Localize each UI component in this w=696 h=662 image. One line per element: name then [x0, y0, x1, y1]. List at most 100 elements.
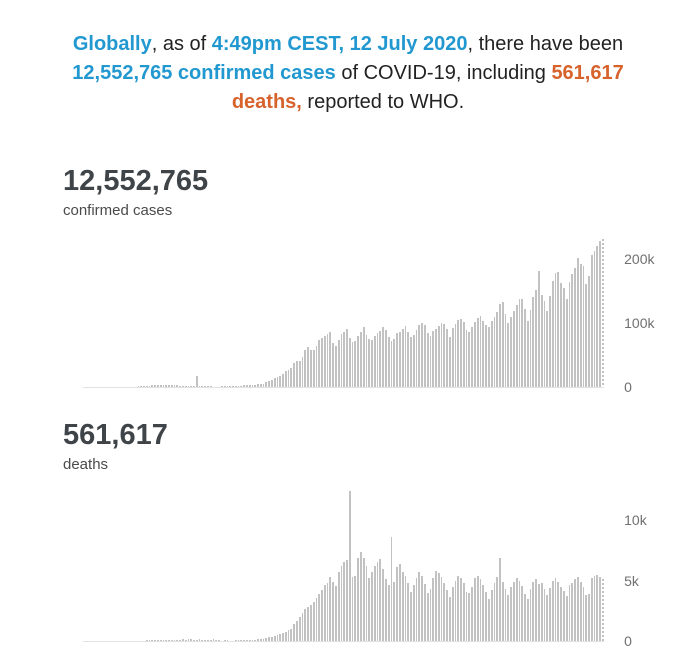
daily-bar[interactable] — [599, 240, 601, 387]
daily-bar[interactable] — [593, 250, 596, 387]
daily-bar[interactable] — [315, 346, 318, 387]
daily-bar[interactable] — [446, 590, 448, 641]
daily-bar[interactable] — [223, 386, 226, 387]
daily-bar[interactable] — [201, 639, 204, 641]
daily-bar[interactable] — [240, 640, 243, 641]
daily-bar[interactable] — [379, 559, 382, 641]
daily-bar[interactable] — [476, 317, 479, 387]
daily-bar[interactable] — [365, 334, 368, 387]
daily-bar[interactable] — [543, 588, 546, 641]
daily-bar[interactable] — [173, 385, 176, 387]
daily-bar[interactable] — [148, 640, 151, 641]
daily-bar[interactable] — [271, 636, 273, 641]
daily-bar[interactable] — [182, 639, 184, 641]
daily-bar[interactable] — [437, 573, 440, 641]
daily-bar[interactable] — [287, 370, 290, 387]
daily-bar[interactable] — [460, 319, 462, 387]
daily-bar[interactable] — [304, 609, 307, 641]
daily-bar[interactable] — [204, 385, 207, 387]
daily-bar[interactable] — [312, 350, 315, 387]
daily-bar[interactable] — [449, 336, 451, 387]
daily-bar[interactable] — [563, 287, 565, 387]
daily-bar[interactable] — [538, 270, 540, 387]
daily-bar[interactable] — [540, 295, 543, 387]
daily-bar[interactable] — [329, 576, 332, 641]
daily-bar[interactable] — [538, 584, 540, 641]
daily-bar[interactable] — [307, 346, 309, 387]
daily-bar[interactable] — [276, 377, 279, 387]
daily-bar[interactable] — [273, 378, 276, 387]
daily-bar[interactable] — [207, 639, 209, 641]
daily-bar[interactable] — [401, 328, 404, 387]
daily-bar[interactable] — [373, 336, 376, 387]
daily-bar[interactable] — [207, 386, 209, 387]
daily-bar[interactable] — [557, 581, 560, 641]
daily-bar[interactable] — [165, 384, 168, 387]
daily-bar[interactable] — [198, 385, 201, 387]
daily-bar[interactable] — [273, 636, 276, 641]
daily-bar[interactable] — [284, 371, 287, 387]
daily-bar[interactable] — [563, 591, 565, 641]
daily-bar[interactable] — [284, 632, 287, 641]
daily-bar[interactable] — [179, 639, 181, 641]
daily-bar[interactable] — [565, 596, 568, 641]
daily-bar[interactable] — [574, 579, 576, 641]
daily-bar[interactable] — [568, 281, 571, 387]
daily-bar[interactable] — [245, 640, 248, 641]
daily-bar[interactable] — [193, 639, 195, 641]
daily-bar[interactable] — [173, 639, 176, 641]
daily-bar[interactable] — [549, 587, 551, 641]
daily-bar[interactable] — [354, 575, 357, 641]
daily-bar[interactable] — [154, 385, 156, 387]
daily-bar[interactable] — [418, 325, 421, 387]
daily-bar[interactable] — [496, 576, 499, 641]
daily-bar[interactable] — [301, 612, 304, 641]
daily-bar[interactable] — [401, 571, 404, 641]
daily-bar[interactable] — [601, 579, 604, 641]
daily-bar[interactable] — [487, 326, 490, 387]
daily-bar[interactable] — [524, 309, 526, 387]
daily-bar[interactable] — [365, 566, 368, 641]
daily-bar[interactable] — [404, 575, 407, 641]
daily-bar[interactable] — [351, 341, 354, 387]
daily-bar[interactable] — [421, 575, 423, 641]
daily-bar[interactable] — [507, 594, 510, 641]
daily-bar[interactable] — [362, 557, 365, 641]
daily-bar[interactable] — [245, 385, 248, 387]
daily-bar[interactable] — [209, 386, 212, 387]
daily-bar[interactable] — [232, 385, 234, 387]
daily-bar[interactable] — [195, 639, 198, 641]
daily-bar[interactable] — [440, 576, 443, 641]
daily-bar[interactable] — [476, 575, 479, 641]
daily-bar[interactable] — [543, 301, 546, 387]
daily-bar[interactable] — [190, 639, 193, 641]
daily-bar[interactable] — [524, 593, 526, 641]
daily-bar[interactable] — [512, 581, 515, 641]
daily-bar[interactable] — [474, 322, 476, 387]
daily-bar[interactable] — [412, 585, 415, 641]
daily-bar[interactable] — [482, 585, 485, 641]
daily-bar[interactable] — [371, 572, 373, 641]
daily-bar[interactable] — [243, 640, 245, 641]
daily-bar[interactable] — [234, 385, 237, 387]
daily-bar[interactable] — [571, 582, 574, 641]
daily-bar[interactable] — [588, 593, 590, 641]
daily-bar[interactable] — [521, 298, 524, 387]
daily-bar[interactable] — [593, 575, 596, 641]
daily-bar[interactable] — [387, 585, 390, 641]
daily-bar[interactable] — [156, 640, 159, 641]
daily-bar[interactable] — [568, 585, 571, 641]
daily-bar[interactable] — [204, 639, 207, 641]
daily-bar[interactable] — [529, 588, 532, 641]
daily-bar[interactable] — [426, 592, 429, 641]
daily-bar[interactable] — [446, 328, 448, 387]
daily-bar[interactable] — [226, 386, 229, 387]
daily-bar[interactable] — [554, 273, 557, 387]
daily-bar[interactable] — [487, 598, 490, 641]
daily-bar[interactable] — [326, 334, 329, 387]
daily-bar[interactable] — [279, 634, 282, 641]
daily-bar[interactable] — [549, 296, 551, 387]
daily-bar[interactable] — [145, 640, 148, 641]
daily-bar[interactable] — [415, 329, 418, 387]
daily-bar[interactable] — [532, 581, 535, 641]
